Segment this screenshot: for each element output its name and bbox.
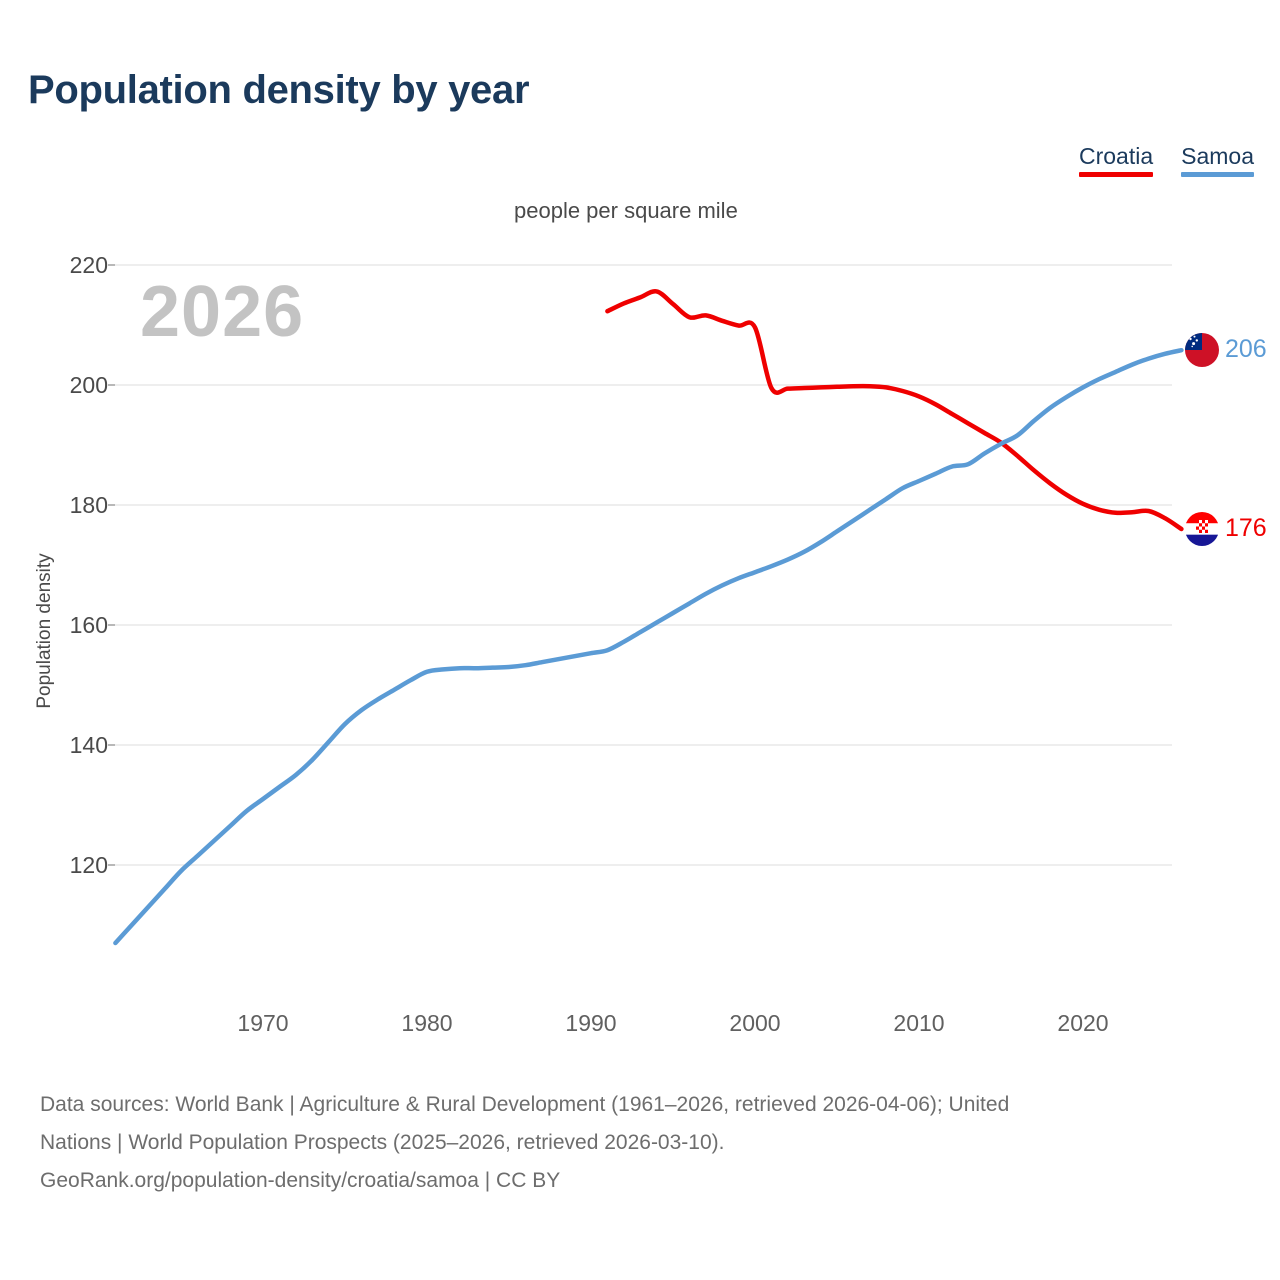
end-value-croatia: 176 <box>1225 514 1267 542</box>
legend-label-croatia: Croatia <box>1078 143 1154 169</box>
x-axis-tick-label: 1990 <box>565 1010 617 1036</box>
y-axis-tick-label: 120 <box>69 852 108 878</box>
y-axis-title: Population density <box>34 553 55 709</box>
gridlines <box>108 264 1172 866</box>
y-axis-tick-label: 160 <box>69 612 108 638</box>
series-line-croatia <box>605 289 1184 532</box>
end-value-samoa: 206 <box>1225 335 1267 364</box>
footer-line-2: Nations | World Population Prospects (20… <box>40 1131 725 1154</box>
footer-line-1: Data sources: World Bank | Agriculture &… <box>40 1093 1010 1116</box>
croatia-flag-icon <box>1185 512 1219 546</box>
footer-line-3: GeoRank.org/population-density/croatia/s… <box>40 1169 561 1192</box>
x-axis-tick-label: 2000 <box>729 1010 781 1036</box>
series-line-samoa <box>113 347 1184 946</box>
y-axis-tick-label: 140 <box>69 732 108 758</box>
legend-color-swatch-samoa <box>1181 172 1254 177</box>
y-axis-tick-label: 220 <box>69 252 108 278</box>
year-watermark: 2026 <box>140 272 305 352</box>
x-axis-tick-label: 1970 <box>237 1010 289 1036</box>
legend: Croatia Samoa <box>1078 143 1254 177</box>
y-axis: 220 200 180 160 140 120 <box>0 0 108 1280</box>
footer-sources: Data sources: World Bank | Agriculture &… <box>40 1086 1260 1200</box>
legend-item-samoa[interactable]: Samoa <box>1181 143 1254 177</box>
legend-item-croatia[interactable]: Croatia <box>1078 143 1154 177</box>
x-axis-tick-label: 2020 <box>1057 1010 1109 1036</box>
legend-color-swatch-croatia <box>1078 172 1154 177</box>
y-axis-tick-label: 180 <box>69 492 108 518</box>
chart-subtitle: people per square mile <box>514 198 738 223</box>
x-axis-tick-label: 1980 <box>401 1010 453 1036</box>
page-title: Population density by year <box>28 68 530 112</box>
samoa-flag-icon <box>1185 333 1219 368</box>
y-axis-tick-label: 200 <box>69 372 108 398</box>
x-axis-tick-label: 2010 <box>893 1010 945 1036</box>
legend-label-samoa: Samoa <box>1181 143 1254 169</box>
